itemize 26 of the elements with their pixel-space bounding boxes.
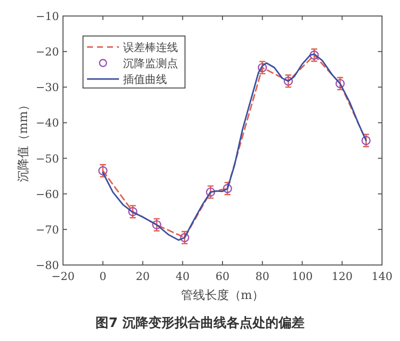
- legend-label: 插值曲线: [123, 73, 167, 86]
- x-tick-label: −20: [51, 270, 75, 283]
- x-tick-label: 0: [99, 270, 106, 283]
- y-tick-label: −50: [36, 152, 59, 166]
- y-tick-label: −70: [36, 223, 59, 236]
- y-tick-label: −60: [36, 188, 59, 201]
- y-tick-label: −20: [36, 46, 59, 59]
- y-tick-label: −10: [36, 10, 59, 23]
- point: [128, 207, 138, 216]
- caption: 图7 沉降变形拟合曲线各点处的偏差: [96, 315, 304, 331]
- legend-label: 沉降监测点: [123, 57, 178, 70]
- x-tick-label: 100: [292, 270, 313, 283]
- point: [180, 233, 190, 242]
- x-tick-label: 40: [176, 270, 190, 283]
- y-tick-label: −40: [36, 116, 59, 130]
- y-axis-title: 沉降值（mm）: [16, 99, 30, 182]
- y-tick-label: −30: [36, 81, 59, 94]
- x-tick-label: 60: [216, 270, 230, 283]
- legend-label: 误差棒连线: [123, 41, 178, 54]
- x-tick-label: 140: [372, 270, 392, 283]
- y-tick-label: −80: [36, 259, 59, 272]
- x-tick-label: 20: [136, 270, 150, 283]
- x-tick-label: 80: [255, 270, 270, 283]
- point: [310, 50, 319, 60]
- x-axis-title: 管线长度（m）: [180, 288, 264, 302]
- x-tick-label: 120: [332, 270, 353, 283]
